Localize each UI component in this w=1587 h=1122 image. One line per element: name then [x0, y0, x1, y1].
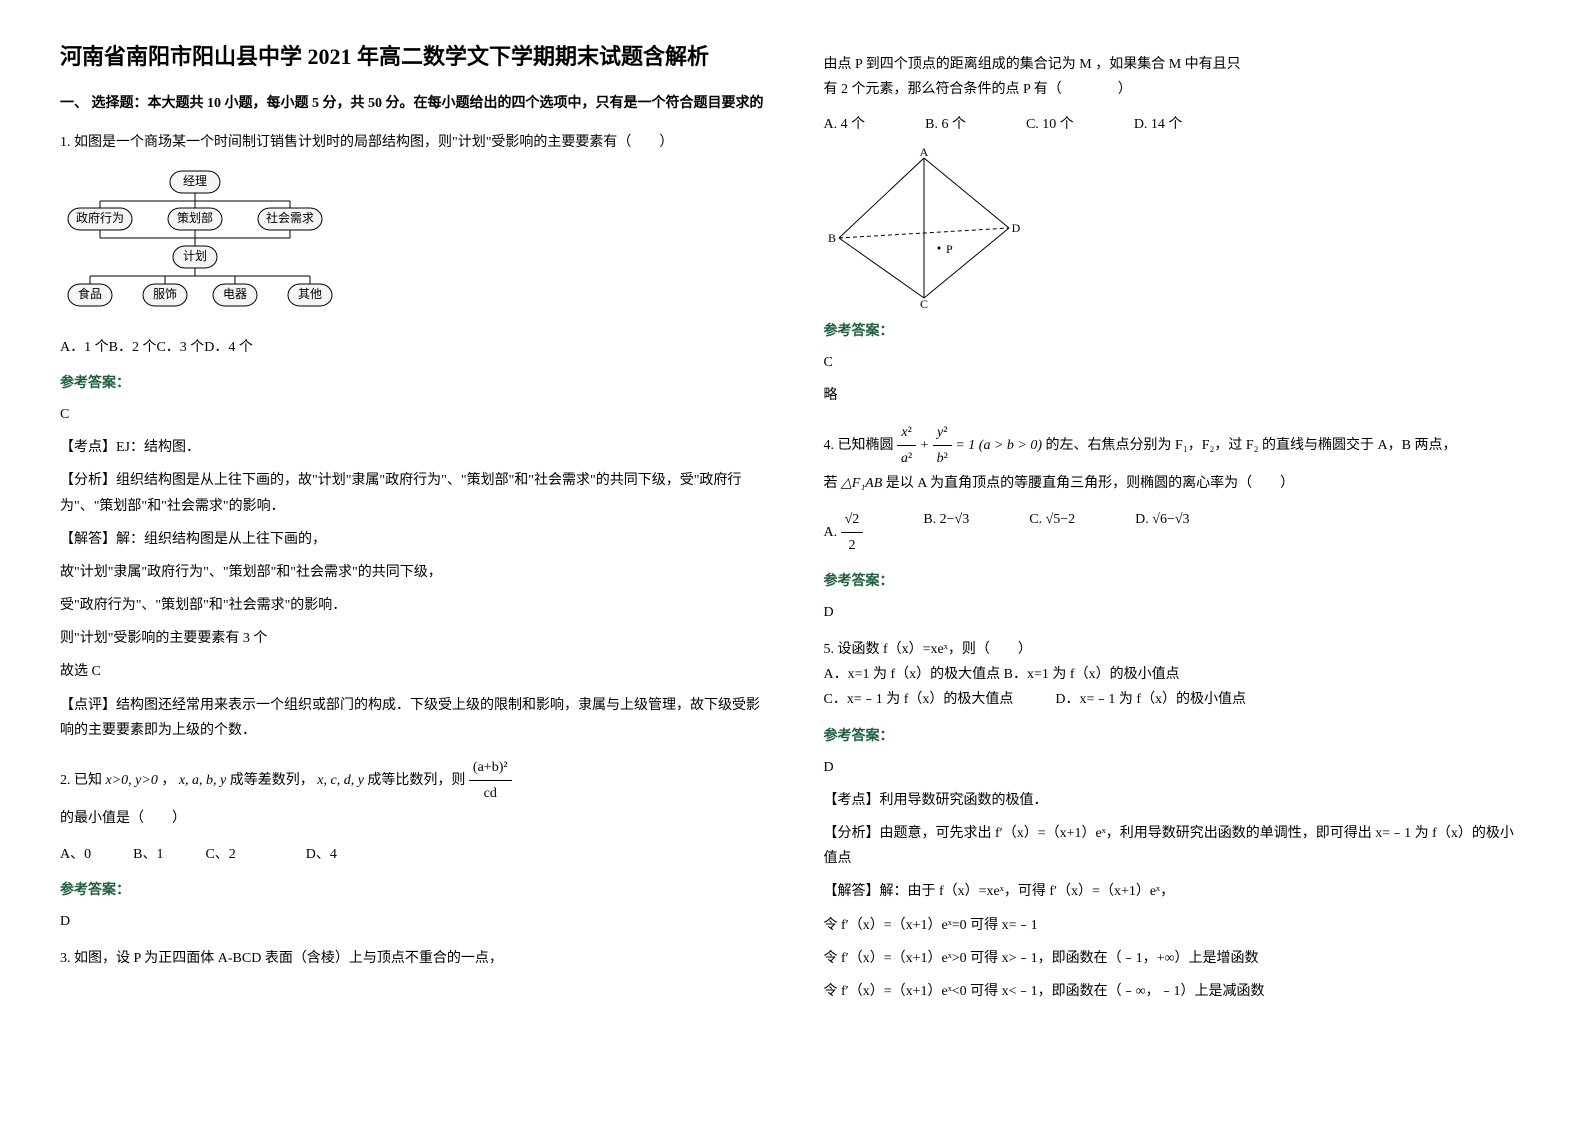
q1-jieda1: 【解答】解：组织结构图是从上往下画的， [60, 527, 764, 552]
q1-fenxi: 【分析】组织结构图是从上往下画的，故"计划"隶属"政府行为"、"策划部"和"社会… [60, 468, 764, 518]
q3-opt-d: D. 14 个 [1134, 112, 1183, 137]
q4-line2-prefix: 若 [824, 476, 838, 491]
q5-kaodian: 【考点】利用导数研究函数的极值． [824, 788, 1528, 813]
q5-opt-line2: C．x=﹣1 为 f（x）的极大值点 D．x=﹣1 为 f（x）的极小值点 [824, 687, 1528, 712]
q5-answer: D [824, 755, 1528, 780]
q5-jieda4: 令 f′（x）=（x+1）eˣ<0 可得 x<﹣1，即函数在（﹣∞，﹣1）上是减… [824, 979, 1528, 1004]
q5-jieda1: 【解答】解：由于 f（x）=xeˣ，可得 f′（x）=（x+1）eˣ， [824, 879, 1528, 904]
q3-answer-label: 参考答案： [824, 320, 1528, 340]
question-3-cont: 由点 P 到四个顶点的距离组成的集合记为 M ，如果集合 M 中有且只 有 2 … [824, 52, 1528, 308]
q5-jieda2: 令 f′（x）=（x+1）eˣ=0 可得 x=﹣1 [824, 913, 1528, 938]
q4-answer: D [824, 600, 1528, 625]
q1-dianping: 【点评】结构图还经常用来表示一个组织或部门的构成．下级受上级的限制和影响，隶属与… [60, 693, 764, 743]
svg-text:P: P [946, 242, 953, 256]
q2-cond1: x>0, y>0 [106, 773, 158, 788]
q1-kaodian: 【考点】EJ：结构图． [60, 435, 764, 460]
q2-frac-num: (a+b)² [469, 755, 512, 781]
q3-options: A. 4 个 B. 6 个 C. 10 个 D. 14 个 [824, 112, 1528, 137]
q4-line2-suffix: 是以 A 为直角顶点的等腰直角三角形，则椭圆的离心率为（ ） [886, 476, 1294, 491]
question-4: 4. 已知椭圆 x² a² + y² b² = 1 (a > b > 0) 的左… [824, 420, 1528, 558]
q3-answer: C [824, 350, 1528, 375]
q4-ellipse-eq: x² a² [897, 420, 916, 471]
q2-frac-den: cd [469, 781, 512, 806]
q4-triangle: △F₁AB [841, 476, 882, 491]
svg-text:其他: 其他 [298, 286, 322, 300]
q1-answer: C [60, 402, 764, 427]
q1-jieda2: 故"计划"隶属"政府行为"、"策划部"和"社会需求"的共同下级， [60, 560, 764, 585]
svg-text:社会需求: 社会需求 [266, 209, 314, 224]
q2-answer-label: 参考答案： [60, 879, 764, 899]
q5-jieda3: 令 f′（x）=（x+1）eˣ>0 可得 x>﹣1，即函数在（﹣1，+∞）上是增… [824, 946, 1528, 971]
q1-answer-label: 参考答案： [60, 372, 764, 392]
svg-text:A: A [919, 148, 928, 159]
q3-answer2: 略 [824, 383, 1528, 408]
q3-opt-a: A. 4 个 [824, 112, 866, 137]
q5-opt-line1: A．x=1 为 f（x）的极大值点 B．x=1 为 f（x）的极小值点 [824, 662, 1528, 687]
q4-answer-label: 参考答案： [824, 570, 1528, 590]
question-5: 5. 设函数 f（x）=xeˣ，则（ ） A．x=1 为 f（x）的极大值点 B… [824, 637, 1528, 713]
q4-opt-a: A. √2 2 [824, 507, 864, 558]
q4-opt-b: B. 2−√3 [923, 507, 969, 558]
q3-opt-b: B. 6 个 [925, 112, 966, 137]
svg-text:策划部: 策划部 [177, 209, 213, 224]
question-2: 2. 已知 x>0, y>0 ， x, a, b, y 成等差数列， x, c,… [60, 755, 764, 867]
q1-options: A．1 个B．2 个C．3 个D．4 个 [60, 335, 764, 360]
q4-opt-c: C. √5−2 [1029, 507, 1075, 558]
q3-opt-c: C. 10 个 [1026, 112, 1074, 137]
q3-stem2: 由点 P 到四个顶点的距离组成的集合记为 M ，如果集合 M 中有且只 [824, 52, 1528, 77]
svg-text:计划: 计划 [183, 248, 207, 262]
q1-jieda5: 故选 C [60, 659, 764, 684]
q5-answer-label: 参考答案： [824, 725, 1528, 745]
svg-text:D: D [1011, 221, 1020, 235]
q1-jieda4: 则"计划"受影响的主要要素有 3 个 [60, 626, 764, 651]
q3-stem3: 有 2 个元素，那么符合条件的点 P 有（ ） [824, 77, 1528, 102]
q2-stem-prefix: 2. 已知 [60, 773, 102, 788]
q2-cond2: x, a, b, y [179, 773, 226, 788]
svg-text:服饰: 服饰 [153, 286, 177, 300]
q1-stem: 1. 如图是一个商场某一个时间制订销售计划时的局部结构图，则"计划"受影响的主要… [60, 130, 764, 155]
page-title: 河南省南阳市阳山县中学 2021 年高二数学文下学期期末试题含解析 [60, 40, 764, 73]
question-1: 1. 如图是一个商场某一个时间制订销售计划时的局部结构图，则"计划"受影响的主要… [60, 130, 764, 360]
q5-fenxi: 【分析】由题意，可先求出 f′（x）=（x+1）eˣ，利用导数研究出函数的单调性… [824, 821, 1528, 871]
q2-mid2: 成等差数列， [230, 773, 314, 788]
svg-text:经理: 经理 [183, 173, 207, 187]
svg-text:政府行为: 政府行为 [76, 209, 124, 224]
svg-text:B: B [827, 231, 835, 245]
svg-text:C: C [919, 297, 927, 308]
q1-jieda3: 受"政府行为"、"策划部"和"社会需求"的影响． [60, 593, 764, 618]
q2-stem-suffix: 的最小值是（ ） [60, 806, 764, 831]
q5-stem: 5. 设函数 f（x）=xeˣ，则（ ） [824, 637, 1528, 662]
question-3-stem: 3. 如图，设 P 为正四面体 A-BCD 表面（含棱）上与顶点不重合的一点， [60, 946, 764, 971]
section-header: 一、 选择题：本大题共 10 小题，每小题 5 分，共 50 分。在每小题给出的… [60, 93, 764, 115]
q2-cond3: x, c, d, y [317, 773, 364, 788]
q1-org-chart: 经理 政府行为 策划部 社会需求 [60, 166, 764, 325]
svg-text:食品: 食品 [78, 285, 102, 300]
q4-stem-suffix: 的左、右焦点分别为 F₁，F₂，过 F₂ 的直线与椭圆交于 A，B 两点， [1046, 438, 1457, 453]
q3-diagram: A B C D P [824, 148, 1024, 308]
q4-stem-prefix: 4. 已知椭圆 [824, 438, 894, 453]
q2-mid3: 成等比数列，则 [367, 773, 465, 788]
q2-options: A、0 B、1 C、2 D、4 [60, 842, 764, 867]
q4-options: A. √2 2 B. 2−√3 C. √5−2 D. √6−√3 [824, 507, 1528, 558]
q2-fraction: (a+b)² cd [469, 755, 512, 806]
q4-opt-d: D. √6−√3 [1135, 507, 1189, 558]
q4-ellipse-eq2: y² b² [933, 420, 952, 471]
svg-text:电器: 电器 [223, 286, 247, 300]
q2-answer: D [60, 909, 764, 934]
q2-mid1: ， [161, 773, 175, 788]
